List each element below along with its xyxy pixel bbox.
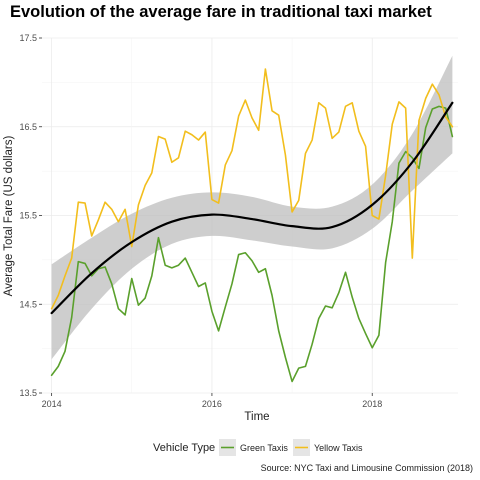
- series-lines: [50, 68, 454, 383]
- y-tick-label: 15.5: [19, 211, 37, 221]
- x-axis-title: Time: [244, 411, 269, 423]
- x-tick-label: 2014: [42, 399, 62, 409]
- confidence-band-area: [51, 55, 453, 360]
- y-tick-label: 17.5: [19, 33, 37, 43]
- series-line-yellow-taxis: [50, 68, 454, 310]
- source-caption: Source: NYC Taxi and Limousine Commissio…: [261, 463, 473, 473]
- legend-label-yellow-taxis: Yellow Taxis: [314, 443, 363, 453]
- legend-title: Vehicle Type: [153, 442, 215, 454]
- y-tick-label: 16.5: [19, 122, 37, 132]
- legend-label-green-taxis: Green Taxis: [240, 443, 288, 453]
- chart-title: Evolution of the average fare in traditi…: [10, 3, 432, 21]
- axes: 13.5 14.5 15.5 16.5 17.5 2014 2016 2018: [19, 33, 382, 409]
- y-tick-label: 13.5: [19, 388, 37, 398]
- x-tick-label: 2018: [362, 399, 382, 409]
- legend: Vehicle Type Green Taxis Yellow Taxis: [153, 439, 363, 456]
- x-tick-label: 2016: [202, 399, 222, 409]
- trend-line-path: [50, 101, 454, 315]
- trend-line: [50, 101, 454, 315]
- y-tick-label: 14.5: [19, 299, 37, 309]
- series-line-green-taxis: [50, 105, 454, 383]
- confidence-band: [51, 55, 453, 360]
- y-axis-title: Average Total Fare (US dollars): [3, 136, 15, 297]
